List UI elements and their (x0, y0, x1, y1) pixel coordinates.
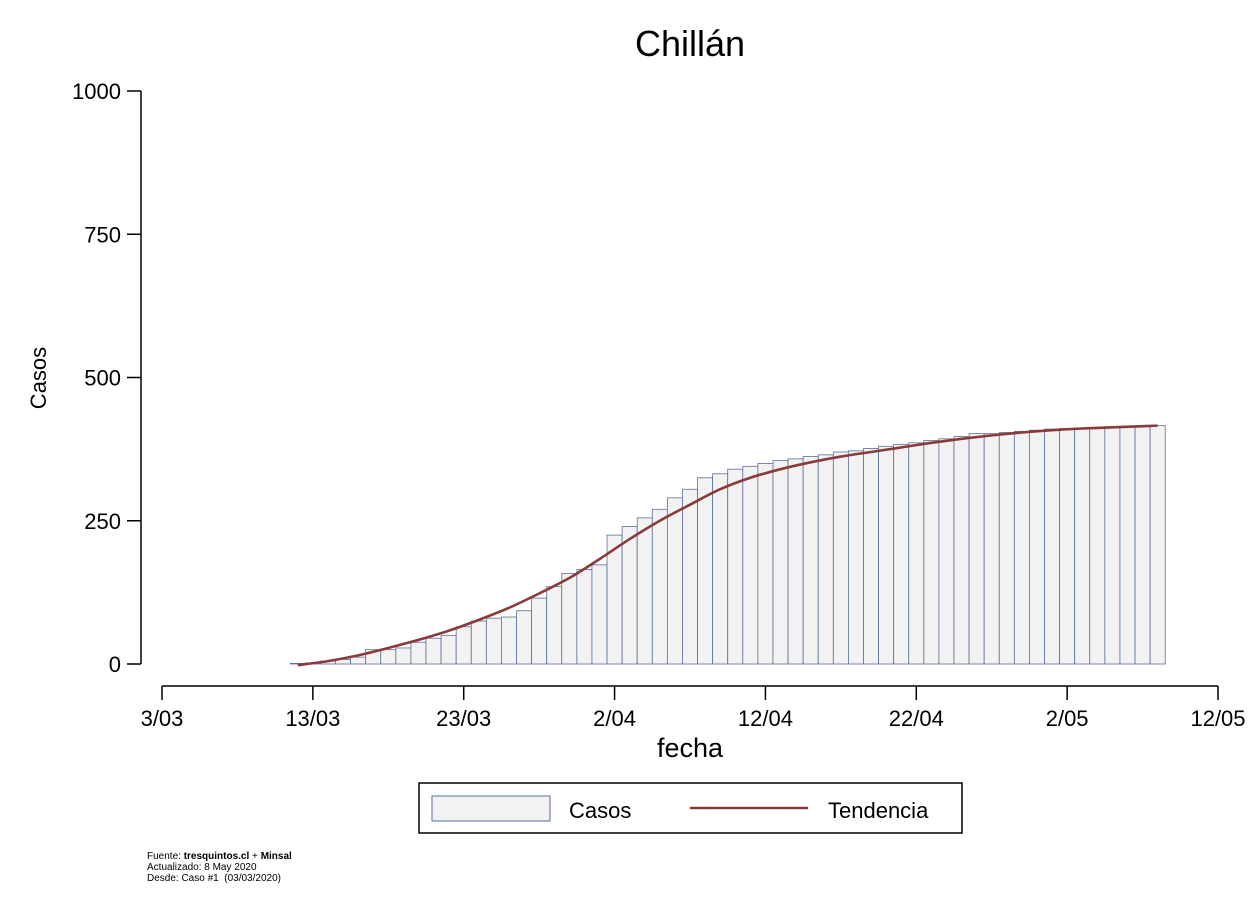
bar-casos (1134, 425, 1151, 665)
y-axis-title: Casos (26, 347, 51, 409)
bar-casos (953, 436, 970, 665)
bar-casos (636, 517, 653, 665)
bar-casos (742, 465, 759, 665)
x-tick-label: 13/03 (285, 706, 340, 731)
bar-casos (1029, 429, 1045, 665)
bar-casos (1104, 426, 1121, 665)
bar-casos (651, 508, 668, 665)
x-axis-title: fecha (657, 733, 724, 763)
x-tick-label: 2/04 (593, 706, 636, 731)
bar-casos (832, 451, 849, 665)
footer-updated: Actualizado: 8 May 2020 (147, 862, 257, 873)
bar-casos (938, 438, 955, 665)
bar-casos (455, 626, 472, 665)
bar-casos (983, 433, 1000, 665)
legend-label-tendencia: Tendencia (828, 798, 929, 823)
y-tick-label: 750 (84, 222, 121, 247)
bar-casos (440, 634, 457, 665)
bar-casos (757, 463, 774, 665)
bar-casos (1013, 430, 1030, 665)
bar-casos (606, 534, 623, 665)
bar-casos (410, 641, 427, 665)
bar-casos (1059, 428, 1076, 665)
x-tick-label: 22/04 (889, 706, 944, 731)
bar-casos (576, 569, 593, 665)
bar-casos (501, 616, 517, 665)
trend-line (297, 424, 1158, 667)
bar-casos (682, 488, 698, 665)
bar-casos (893, 444, 910, 665)
bar-casos (802, 456, 819, 665)
bar-casos (485, 617, 502, 665)
bar-casos (1089, 426, 1106, 665)
bar-casos (531, 597, 548, 665)
y-tick-label: 1000 (72, 79, 121, 104)
bar-casos (666, 497, 683, 665)
bar-casos (395, 647, 412, 665)
bar-casos (998, 432, 1015, 665)
x-tick-label: 3/03 (141, 706, 184, 731)
bar-casos (591, 564, 608, 665)
bar-casos (516, 610, 533, 665)
bar-casos (380, 649, 397, 665)
bar-casos (712, 473, 729, 665)
bar-casos (470, 620, 487, 665)
bar-casos (848, 450, 864, 665)
bar-casos (863, 448, 879, 665)
bar-casos (772, 460, 789, 665)
y-tick-label: 0 (109, 652, 121, 677)
y-tick-label: 250 (84, 509, 121, 534)
x-tick-label: 2/05 (1046, 706, 1089, 731)
chart-title: Chillán (635, 23, 745, 64)
bar-casos (621, 526, 638, 665)
bar-casos (1149, 425, 1166, 665)
bar-casos (561, 573, 578, 665)
bar-casos (787, 458, 804, 665)
footer-since: Desde: Caso #1 (03/03/2020) (147, 873, 281, 884)
legend-swatch-casos (431, 795, 551, 822)
bar-casos (817, 454, 834, 665)
bar-casos (727, 468, 744, 665)
x-tick-label: 23/03 (436, 706, 491, 731)
bar-casos (908, 442, 925, 665)
bar-casos (923, 440, 940, 665)
bar-casos (968, 433, 985, 665)
y-tick-label: 500 (84, 366, 121, 391)
bar-casos (878, 445, 895, 665)
x-tick-label: 12/04 (738, 706, 793, 731)
bar-casos (1074, 427, 1091, 665)
x-tick-label: 12/05 (1190, 706, 1245, 731)
bar-casos (425, 637, 442, 665)
footer-notes: Fuente: tresquintos.cl + Minsal Actualiz… (147, 851, 292, 884)
footer-source: Fuente: tresquintos.cl + Minsal (147, 851, 292, 862)
legend-label-casos: Casos (569, 798, 631, 823)
bar-casos (1119, 426, 1136, 665)
bar-casos (350, 656, 367, 665)
bar-casos (697, 477, 714, 665)
bar-casos (546, 586, 563, 665)
bar-casos (1044, 428, 1061, 665)
